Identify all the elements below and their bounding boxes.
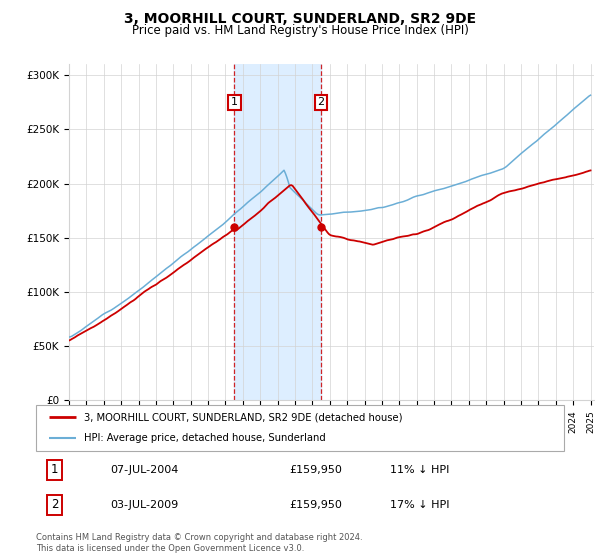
Text: Price paid vs. HM Land Registry's House Price Index (HPI): Price paid vs. HM Land Registry's House … — [131, 24, 469, 36]
Text: HPI: Average price, detached house, Sunderland: HPI: Average price, detached house, Sund… — [83, 433, 325, 444]
Text: 11% ↓ HPI: 11% ↓ HPI — [390, 465, 449, 475]
Text: 03-JUL-2009: 03-JUL-2009 — [110, 500, 178, 510]
Text: 07-JUL-2004: 07-JUL-2004 — [110, 465, 178, 475]
Text: 2: 2 — [51, 498, 58, 511]
Text: 2: 2 — [317, 97, 325, 108]
FancyBboxPatch shape — [36, 405, 564, 451]
Bar — [235, 64, 321, 400]
Text: 1: 1 — [231, 97, 238, 108]
Text: 3, MOORHILL COURT, SUNDERLAND, SR2 9DE (detached house): 3, MOORHILL COURT, SUNDERLAND, SR2 9DE (… — [83, 412, 402, 422]
Text: Contains HM Land Registry data © Crown copyright and database right 2024.
This d: Contains HM Land Registry data © Crown c… — [36, 533, 362, 553]
Text: 17% ↓ HPI: 17% ↓ HPI — [390, 500, 449, 510]
Text: £159,950: £159,950 — [289, 465, 343, 475]
Text: 3, MOORHILL COURT, SUNDERLAND, SR2 9DE: 3, MOORHILL COURT, SUNDERLAND, SR2 9DE — [124, 12, 476, 26]
Text: £159,950: £159,950 — [289, 500, 343, 510]
Text: 1: 1 — [51, 463, 58, 476]
